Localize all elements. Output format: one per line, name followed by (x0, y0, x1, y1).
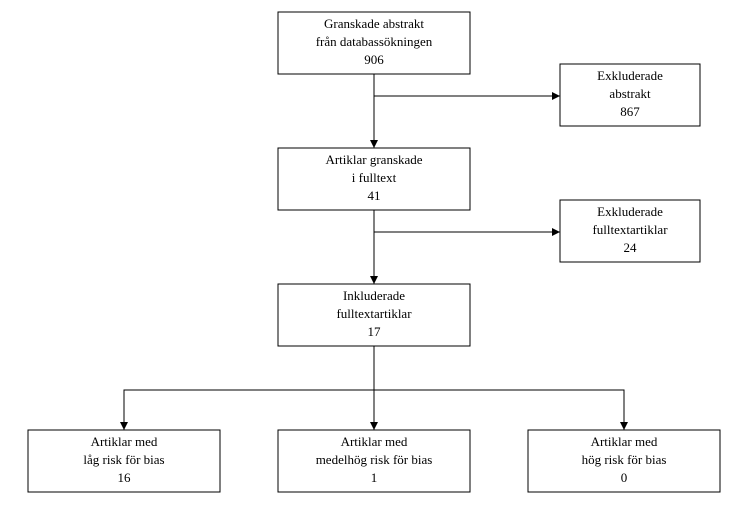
node-label: hög risk för bias (582, 452, 667, 467)
node-label: från databassökningen (316, 34, 433, 49)
flow-node-excl_abstracts: Exkluderade abstrakt 867 (560, 64, 700, 126)
flow-node-included: Inkluderade fulltextartiklar 17 (278, 284, 470, 346)
node-label: Granskade abstrakt (324, 16, 424, 31)
node-label: Artiklar med (341, 434, 408, 449)
node-label: abstrakt (609, 86, 651, 101)
node-label: Exkluderade (597, 68, 663, 83)
node-label: 906 (364, 52, 384, 67)
flow-edge (374, 390, 624, 430)
flow-node-med_bias: Artiklar med medelhög risk för bias 1 (278, 430, 470, 492)
prisma-flowchart: Granskade abstrakt från databassökningen 9… (0, 0, 750, 522)
node-label: 0 (621, 470, 628, 485)
node-label: fulltextartiklar (592, 222, 668, 237)
flow-edge (124, 390, 374, 430)
node-label: 16 (118, 470, 132, 485)
flow-node-excl_fulltext: Exkluderade fulltextartiklar 24 (560, 200, 700, 262)
flow-node-abstracts: Granskade abstrakt från databassökningen 9… (278, 12, 470, 74)
node-label: fulltextartiklar (336, 306, 412, 321)
node-label: Artiklar med (91, 434, 158, 449)
node-label: 1 (371, 470, 378, 485)
node-label: 41 (368, 188, 381, 203)
arrow-head (552, 92, 560, 100)
node-label: Artiklar granskade (325, 152, 422, 167)
flow-node-high_bias: Artiklar med hög risk för bias 0 (528, 430, 720, 492)
node-label: 867 (620, 104, 640, 119)
arrow-head (120, 422, 128, 430)
flow-node-fulltext: Artiklar granskade i fulltext 41 (278, 148, 470, 210)
node-label: i fulltext (352, 170, 397, 185)
node-label: medelhög risk för bias (316, 452, 433, 467)
node-label: Exkluderade (597, 204, 663, 219)
arrow-head (370, 140, 378, 148)
node-label: 24 (624, 240, 638, 255)
node-label: 17 (368, 324, 382, 339)
node-label: låg risk för bias (83, 452, 164, 467)
node-label: Inkluderade (343, 288, 405, 303)
node-label: Artiklar med (591, 434, 658, 449)
arrow-head (620, 422, 628, 430)
arrow-head (370, 276, 378, 284)
flow-node-low_bias: Artiklar med låg risk för bias 16 (28, 430, 220, 492)
arrow-head (552, 228, 560, 236)
arrow-head (370, 422, 378, 430)
